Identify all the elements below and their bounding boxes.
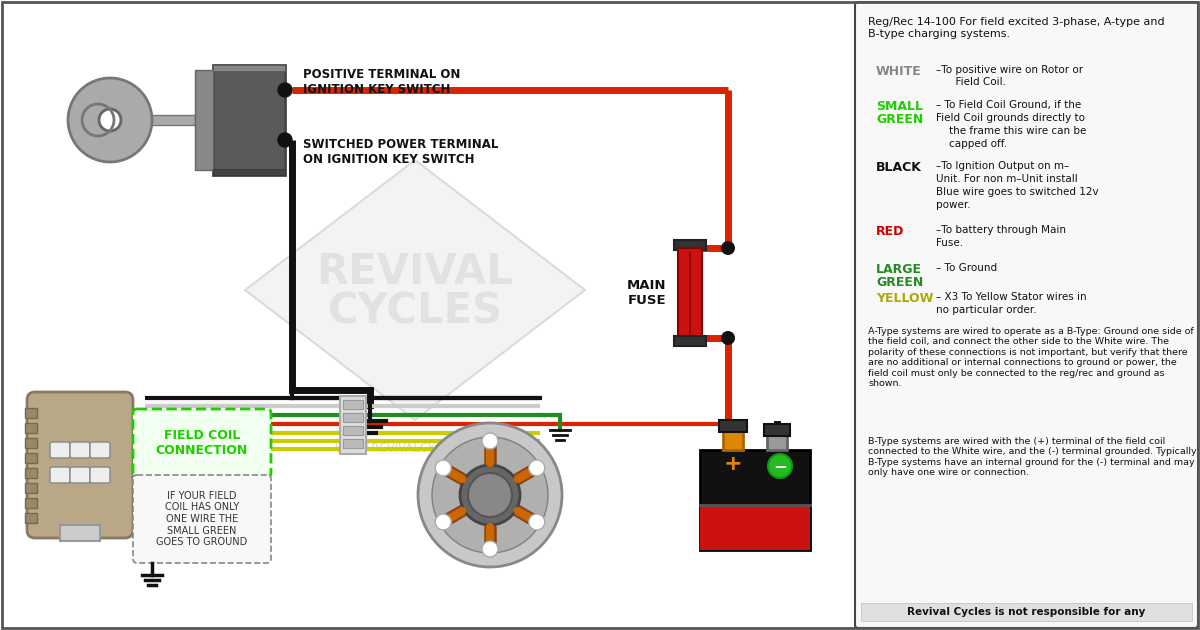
Text: RED: RED [876,225,905,238]
Bar [25,438,37,448]
Bar [700,505,810,550]
Text: –To Ignition Output on m–: –To Ignition Output on m– [936,161,1069,171]
Bar [719,420,746,432]
Text: −: − [773,457,787,475]
Text: MAIN
FUSE: MAIN FUSE [626,279,666,307]
Bar [764,424,790,436]
FancyBboxPatch shape [50,467,70,483]
Text: SWITCHED POWER TERMINAL
ON IGNITION KEY SWITCH: SWITCHED POWER TERMINAL ON IGNITION KEY … [302,138,498,166]
Circle shape [278,133,292,147]
Text: B-Type systems are wired with the (+) terminal of the field coil connected to th: B-Type systems are wired with the (+) te… [868,437,1196,477]
Text: GREEN: GREEN [876,113,923,126]
Circle shape [436,460,451,476]
Text: – To Field Coil Ground, if the: – To Field Coil Ground, if the [936,100,1081,110]
Bar [674,336,706,346]
Bar [343,426,364,435]
Text: capped off.: capped off. [936,139,1007,149]
FancyBboxPatch shape [90,467,110,483]
Text: A-Type systems are wired to operate as a B-Type: Ground one side of the field co: A-Type systems are wired to operate as a… [868,327,1194,388]
Text: WHITE: WHITE [876,65,922,78]
Text: Fuse.: Fuse. [936,238,964,248]
Circle shape [482,541,498,557]
Text: power.: power. [936,200,971,210]
Text: Revival Cycles is not responsible for any: Revival Cycles is not responsible for an… [907,607,1146,617]
FancyBboxPatch shape [854,2,1198,628]
Text: –To battery through Main: –To battery through Main [936,225,1066,235]
Text: WWW.REVIVALCYCLES.COM: WWW.REVIVALCYCLES.COM [335,442,496,454]
Text: LARGE: LARGE [876,263,922,276]
Circle shape [721,331,734,345]
Bar [214,65,286,71]
Text: REVIVAL: REVIVAL [317,251,514,293]
Bar [214,65,286,175]
Bar [25,468,37,478]
Text: Unit. For non m–Unit install: Unit. For non m–Unit install [936,174,1078,184]
Bar [25,453,37,463]
Bar [214,169,286,175]
Bar [862,603,1192,621]
Bar [60,525,100,541]
FancyBboxPatch shape [133,409,271,477]
Bar [767,434,787,450]
Bar [25,483,37,493]
FancyBboxPatch shape [90,442,110,458]
Circle shape [460,465,520,525]
Text: –To positive wire on Rotor or
      Field Coil.: –To positive wire on Rotor or Field Coil… [936,65,1084,86]
Circle shape [468,473,512,517]
Circle shape [436,514,451,530]
Text: IF YOUR FIELD
COIL HAS ONLY
ONE WIRE THE
SMALL GREEN
GOES TO GROUND: IF YOUR FIELD COIL HAS ONLY ONE WIRE THE… [156,491,247,547]
Bar [343,413,364,422]
FancyBboxPatch shape [70,442,90,458]
FancyBboxPatch shape [133,475,271,563]
Bar [25,408,37,418]
Polygon shape [245,160,586,420]
Text: – X3 To Yellow Stator wires in: – X3 To Yellow Stator wires in [936,292,1087,302]
Circle shape [721,241,734,255]
Bar [194,70,214,170]
Circle shape [278,83,292,97]
Text: the frame this wire can be: the frame this wire can be [936,126,1086,136]
Bar [343,439,364,448]
Bar [678,248,702,338]
Text: GREEN: GREEN [876,276,923,289]
Text: SMALL: SMALL [876,100,923,113]
Circle shape [482,433,498,449]
Circle shape [768,454,792,478]
FancyBboxPatch shape [50,442,70,458]
Bar [674,240,706,250]
Text: FIELD COIL
CONNECTION: FIELD COIL CONNECTION [156,429,248,457]
Circle shape [98,109,121,131]
Circle shape [529,460,545,476]
Bar [25,513,37,523]
Bar [343,400,364,409]
Bar [25,498,37,508]
Bar [25,423,37,433]
Text: – To Ground: – To Ground [936,263,997,273]
Circle shape [529,514,545,530]
FancyBboxPatch shape [28,392,133,538]
Text: POSITIVE TERMINAL ON
IGNITION KEY SWITCH: POSITIVE TERMINAL ON IGNITION KEY SWITCH [302,68,461,96]
Bar [722,430,743,450]
Bar [110,115,194,125]
Text: Reg/Rec 14-100 For field excited 3-phase, A-type and B-type charging systems.: Reg/Rec 14-100 For field excited 3-phase… [868,17,1165,38]
FancyBboxPatch shape [70,467,90,483]
Text: no particular order.: no particular order. [936,305,1037,315]
Text: CYCLES: CYCLES [328,291,503,333]
Text: +: + [724,454,743,474]
Bar [700,450,810,550]
Circle shape [432,437,548,553]
Text: Field Coil grounds directly to: Field Coil grounds directly to [936,113,1085,123]
Circle shape [68,78,152,162]
Text: YELLOW: YELLOW [876,292,934,305]
Circle shape [418,423,562,567]
Text: BLACK: BLACK [876,161,922,174]
Text: Blue wire goes to switched 12v: Blue wire goes to switched 12v [936,187,1099,197]
Bar [340,396,366,454]
